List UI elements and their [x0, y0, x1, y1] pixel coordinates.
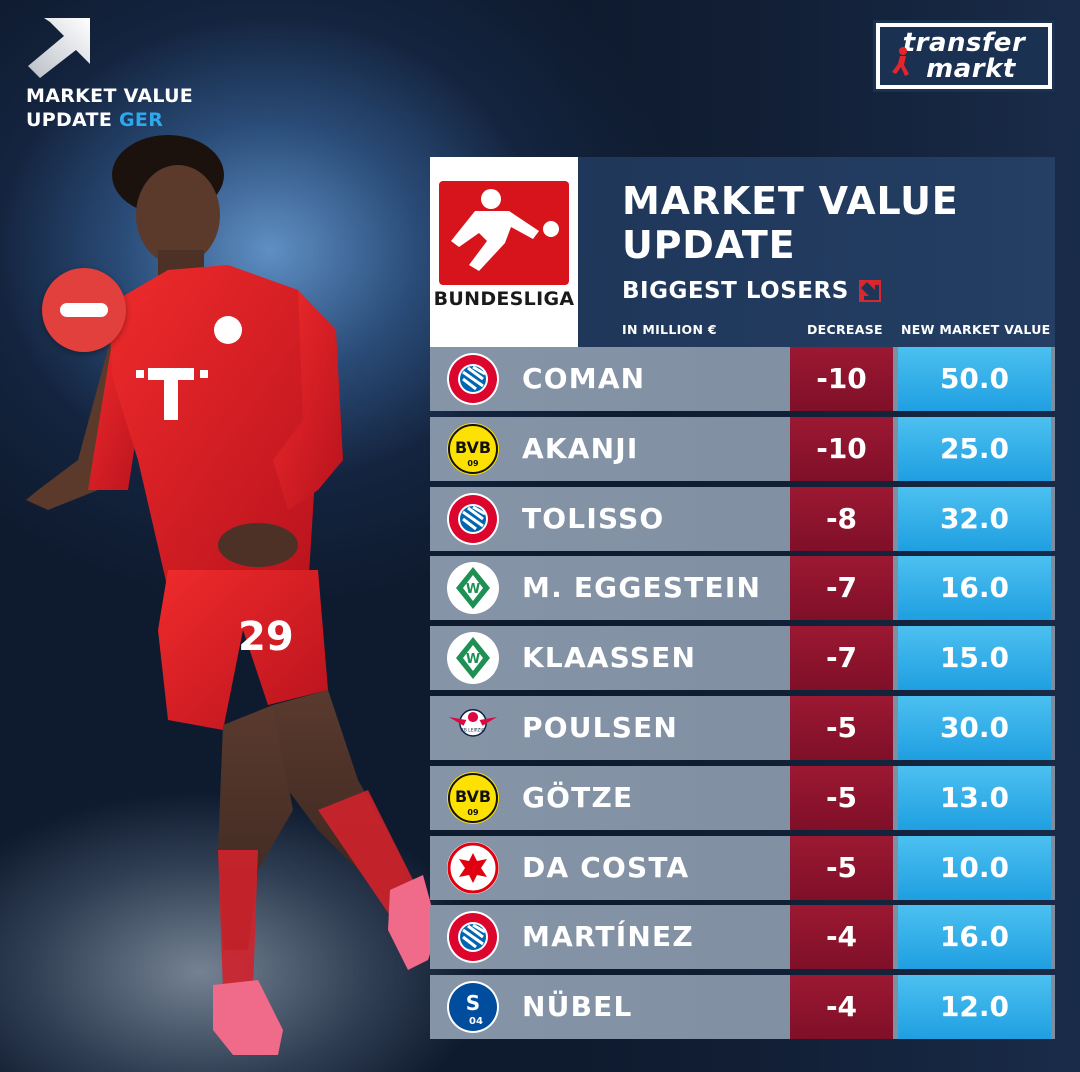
new-market-value: 10.0 [898, 835, 1051, 900]
svg-text:BVB: BVB [455, 438, 491, 457]
player-name: DA COSTA [522, 850, 690, 884]
schalke-crest-icon: S 04 [446, 980, 500, 1034]
svg-text:W: W [466, 582, 480, 597]
player-name: MARTÍNEZ [522, 920, 694, 954]
table-row: TOLISSO -8 32.0 [430, 486, 1055, 551]
werder-crest-icon: W [446, 631, 500, 685]
new-market-value: 50.0 [898, 347, 1051, 411]
table-row: COMAN -10 50.0 [430, 347, 1055, 411]
table-row: BVB 09 GÖTZE -5 13.0 [430, 765, 1055, 830]
svg-text:09: 09 [467, 808, 479, 817]
decrease-value: -7 [790, 556, 893, 621]
arrow-down-right-icon [858, 280, 881, 302]
decrease-value: -4 [790, 975, 893, 1040]
running-figure-icon [892, 47, 909, 76]
svg-text:W: W [466, 652, 480, 667]
player-name: AKANJI [522, 431, 639, 465]
svg-text:09: 09 [467, 459, 479, 468]
decrease-value: -5 [790, 765, 893, 830]
player-name: GÖTZE [522, 780, 634, 814]
table-row: W KLAASSEN -7 15.0 [430, 626, 1055, 691]
badge-country: GER [119, 109, 164, 131]
losers-table: COMAN -10 50.0 BVB 09 AKANJI -10 25.0 TOLISSO -8 3… [430, 347, 1055, 1045]
column-header-decrease: DECREASE [807, 322, 883, 337]
decrease-value: -10 [790, 416, 893, 481]
player-name: TOLISSO [522, 501, 665, 535]
transfermarkt-logo: transfer markt [873, 20, 1055, 92]
column-header-new-value: NEW MARKET VALUE [901, 322, 1051, 337]
new-market-value: 13.0 [898, 765, 1051, 830]
fc-bayern-crest-icon [446, 492, 500, 546]
subtitle-text: BIGGEST LOSERS [622, 278, 849, 304]
rb-leipzig-crest-icon: RB LEIPZIG [446, 701, 500, 755]
fc-bayern-crest-icon [446, 910, 500, 964]
svg-text:04: 04 [469, 1016, 483, 1027]
bvb-crest-icon: BVB 09 [446, 771, 500, 825]
table-row: BVB 09 AKANJI -10 25.0 [430, 416, 1055, 481]
bundesliga-logo: BUNDESLIGA [430, 157, 578, 347]
new-market-value: 12.0 [898, 975, 1051, 1040]
fc-bayern-crest-icon [446, 352, 500, 406]
table-row: MARTÍNEZ -4 16.0 [430, 905, 1055, 970]
decrease-value: -10 [790, 347, 893, 411]
player-name: POULSEN [522, 710, 679, 744]
decrease-value: -7 [790, 626, 893, 691]
player-name: NÜBEL [522, 990, 633, 1024]
new-market-value: 16.0 [898, 905, 1051, 970]
player-name: KLAASSEN [522, 641, 697, 675]
table-row: W M. EGGESTEIN -7 16.0 [430, 556, 1055, 621]
badge-line-1: MARKET VALUE [26, 85, 194, 107]
badge-line-2: UPDATE [26, 109, 120, 131]
market-value-update-badge: MARKET VALUE UPDATE GER [26, 18, 193, 132]
subtitle: BIGGEST LOSERS [622, 278, 881, 304]
player-photo: 29 [26, 135, 438, 1055]
table-row: RB LEIPZIG POULSEN -5 30.0 [430, 695, 1055, 760]
player-name: M. EGGESTEIN [522, 571, 762, 605]
decrease-value: -5 [790, 695, 893, 760]
svg-text:29: 29 [238, 614, 294, 660]
eintracht-crest-icon [446, 841, 500, 895]
table-header-panel: BUNDESLIGA MARKET VALUE UPDATE BIGGEST L… [430, 157, 1055, 347]
table-row: DA COSTA -5 10.0 [430, 835, 1055, 900]
new-market-value: 15.0 [898, 626, 1051, 691]
new-market-value: 25.0 [898, 416, 1051, 481]
title-line-1: MARKET VALUE [622, 179, 959, 223]
decrease-value: -8 [790, 486, 893, 551]
svg-text:S: S [466, 991, 480, 1015]
new-market-value: 16.0 [898, 556, 1051, 621]
decrease-value: -5 [790, 835, 893, 900]
new-market-value: 32.0 [898, 486, 1051, 551]
new-market-value: 30.0 [898, 695, 1051, 760]
bvb-crest-icon: BVB 09 [446, 422, 500, 476]
svg-text:BVB: BVB [455, 787, 491, 806]
player-name: COMAN [522, 362, 646, 395]
league-name: BUNDESLIGA [433, 288, 575, 310]
logo-line-2: markt [926, 54, 1016, 84]
table-row: S 04 NÜBEL -4 12.0 [430, 975, 1055, 1040]
bundesliga-player-icon [451, 189, 559, 271]
logo-line-1: transfer [902, 28, 1026, 58]
decrease-value: -4 [790, 905, 893, 970]
minus-badge-icon [42, 268, 126, 352]
page-title: MARKET VALUE UPDATE [622, 179, 1042, 267]
svg-text:RB LEIPZIG: RB LEIPZIG [461, 728, 486, 734]
arrow-up-right-icon [28, 18, 90, 78]
column-header-unit: IN MILLION € [622, 322, 717, 337]
werder-crest-icon: W [446, 561, 500, 615]
title-line-2: UPDATE [622, 223, 796, 267]
